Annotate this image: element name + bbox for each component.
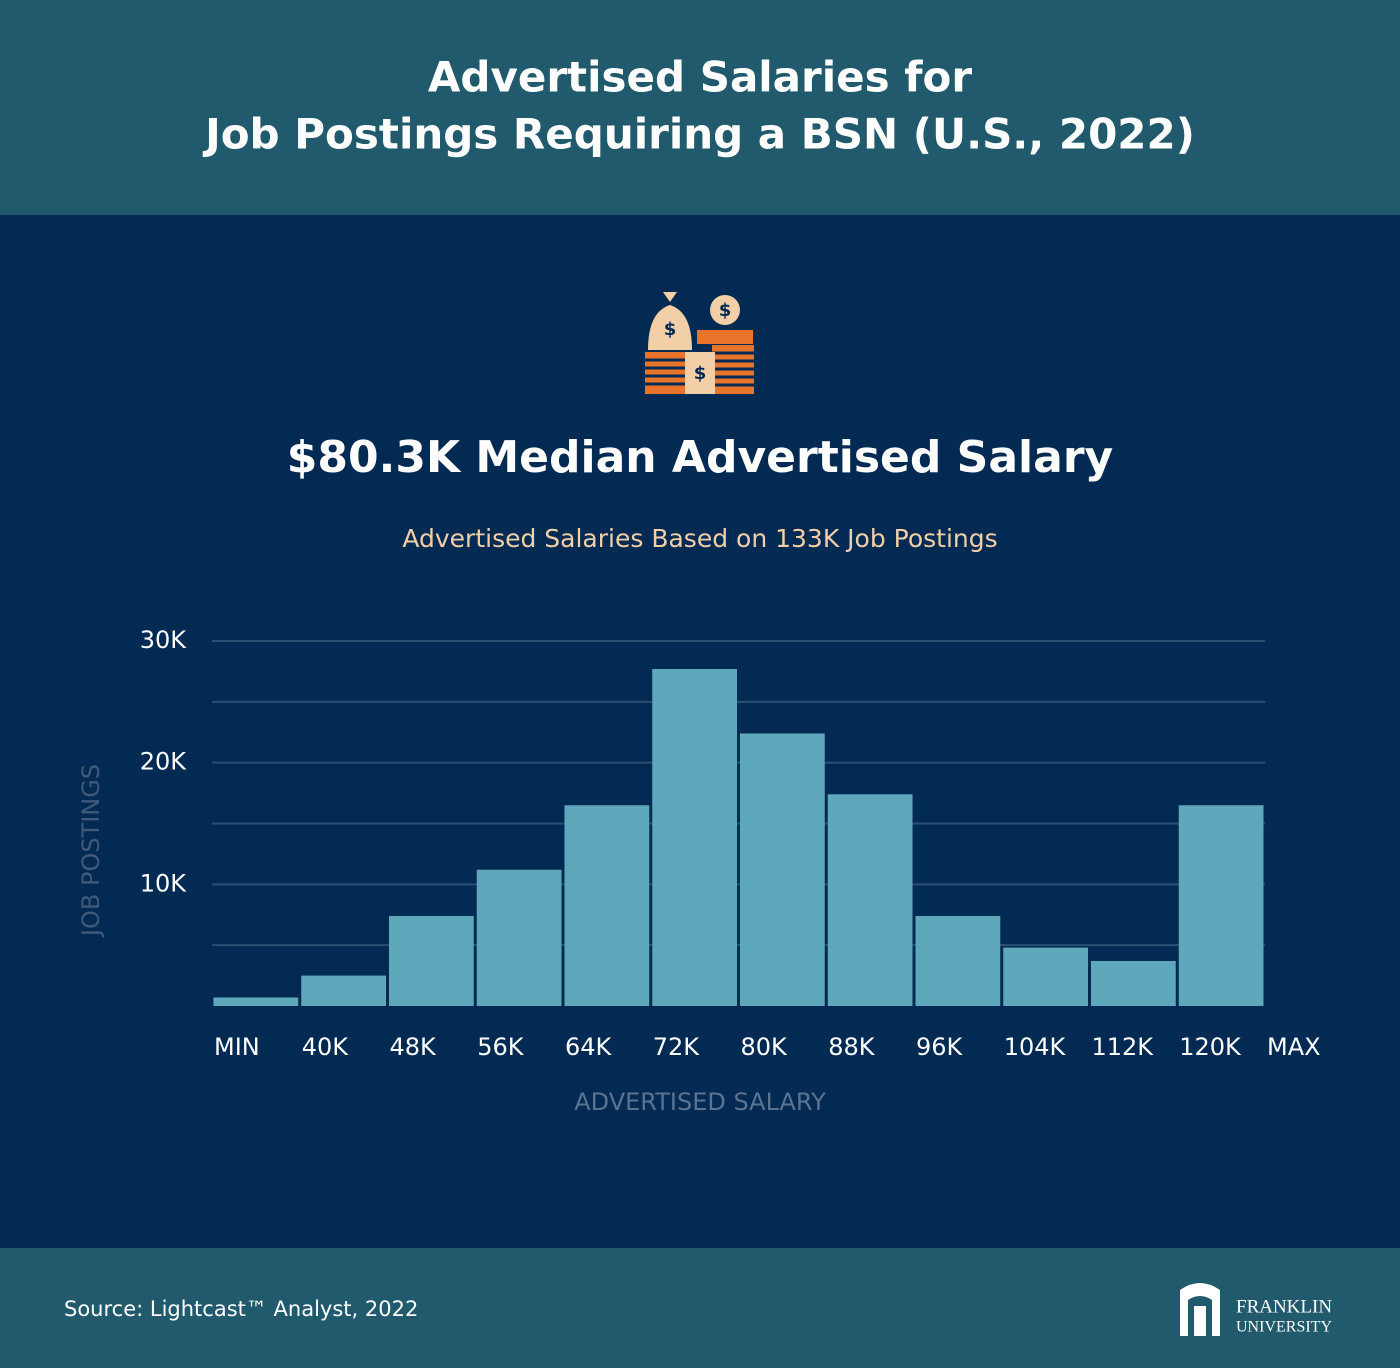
x-tick-label: 64K bbox=[565, 1033, 613, 1061]
y-axis-label: JOB POSTINGS bbox=[77, 764, 105, 938]
bar bbox=[1178, 805, 1264, 1006]
money-icon: $ $ $ bbox=[645, 292, 754, 394]
x-tick-label: 40K bbox=[302, 1033, 350, 1061]
logo-text: UNIVERSITY bbox=[1236, 1319, 1332, 1336]
footer-band bbox=[0, 1248, 1400, 1368]
x-tick-label: 56K bbox=[477, 1033, 525, 1061]
bar bbox=[740, 733, 825, 1006]
logo bbox=[1180, 1283, 1220, 1336]
bar bbox=[827, 794, 913, 1006]
x-tick-label: 88K bbox=[828, 1033, 876, 1061]
bar bbox=[652, 668, 737, 1006]
x-tick-label: MAX bbox=[1267, 1033, 1321, 1061]
y-tick-label: 20K bbox=[140, 748, 188, 776]
y-tick-label: 10K bbox=[140, 869, 188, 897]
x-tick-label: 120K bbox=[1179, 1033, 1242, 1061]
bar bbox=[564, 805, 650, 1006]
headline: $80.3K Median Advertised Salary bbox=[287, 432, 1113, 483]
x-tick-label: 96K bbox=[916, 1033, 964, 1061]
y-tick-label: 30K bbox=[140, 626, 188, 654]
bar bbox=[301, 975, 386, 1006]
x-tick-label: 104K bbox=[1004, 1033, 1067, 1061]
bar bbox=[476, 869, 562, 1006]
header-band bbox=[0, 0, 1400, 215]
bar bbox=[213, 997, 299, 1006]
svg-text:$: $ bbox=[719, 300, 732, 321]
subtitle: Advertised Salaries Based on 133K Job Po… bbox=[402, 524, 997, 553]
x-axis-label: ADVERTISED SALARY bbox=[574, 1088, 826, 1116]
x-tick-label: 48K bbox=[390, 1033, 438, 1061]
x-tick-label: MIN bbox=[214, 1033, 260, 1061]
x-tick-label: 72K bbox=[653, 1033, 701, 1061]
x-tick-label: 80K bbox=[741, 1033, 789, 1061]
svg-text:$: $ bbox=[664, 319, 677, 340]
chart-title: Advertised Salaries for bbox=[428, 53, 972, 102]
bar bbox=[1003, 947, 1088, 1006]
logo-text: FRANKLIN bbox=[1236, 1296, 1332, 1317]
bar bbox=[1091, 960, 1176, 1006]
bar bbox=[915, 915, 1001, 1006]
chart-title: Job Postings Requiring a BSN (U.S., 2022… bbox=[202, 110, 1195, 159]
x-tick-label: 112K bbox=[1092, 1033, 1155, 1061]
svg-text:$: $ bbox=[694, 363, 707, 384]
source: Source: Lightcast™ Analyst, 2022 bbox=[64, 1297, 418, 1321]
bar bbox=[389, 915, 474, 1006]
